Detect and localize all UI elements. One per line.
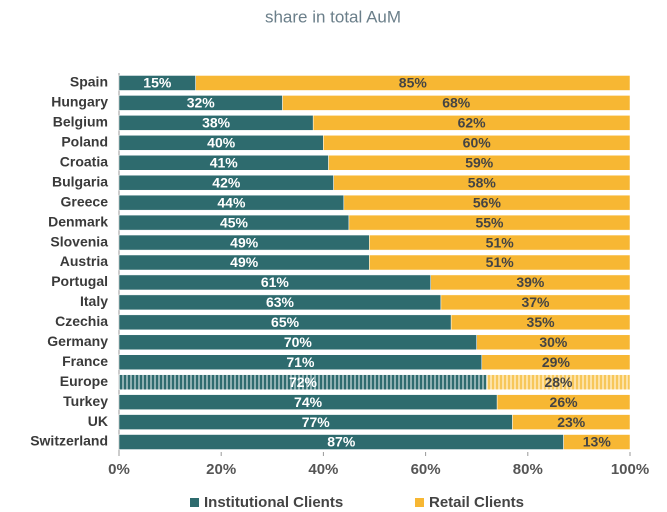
value-label: 74% xyxy=(294,394,323,410)
bar-segment xyxy=(323,135,631,151)
legend-label: Institutional Clients xyxy=(204,494,343,511)
x-tick-label: 60% xyxy=(411,461,441,478)
bar-segment xyxy=(481,354,631,370)
value-label: 42% xyxy=(212,174,241,190)
category-label: Denmark xyxy=(48,213,108,229)
category-label: Europe xyxy=(60,373,108,389)
value-label: 85% xyxy=(399,75,428,91)
bar-segment xyxy=(348,214,631,231)
value-label: 26% xyxy=(550,394,579,410)
value-label: 23% xyxy=(557,414,586,430)
legend-label: Retail Clients xyxy=(429,494,524,511)
bar-segment xyxy=(496,394,631,410)
value-label: 30% xyxy=(539,334,568,350)
category-label: Austria xyxy=(60,253,108,269)
chart-title: share in total AuM xyxy=(265,7,401,26)
value-label: 63% xyxy=(266,294,295,310)
category-label: Croatia xyxy=(60,153,108,169)
bar-segment xyxy=(486,374,631,390)
value-label: 60% xyxy=(463,135,492,151)
value-label: 56% xyxy=(473,194,502,210)
category-label: Bulgaria xyxy=(52,173,108,189)
value-label: 77% xyxy=(302,414,331,430)
category-label: Hungary xyxy=(51,94,108,110)
bar-segment xyxy=(563,434,631,450)
value-label: 87% xyxy=(327,434,356,450)
value-label: 55% xyxy=(475,214,504,230)
value-label: 51% xyxy=(486,254,515,270)
value-label: 68% xyxy=(442,95,471,111)
value-label: 39% xyxy=(516,274,545,290)
category-label: Italy xyxy=(80,293,108,309)
category-label: Germany xyxy=(47,333,108,349)
category-label: Turkey xyxy=(63,393,108,409)
value-label: 65% xyxy=(271,314,300,330)
bar-segment xyxy=(195,75,631,91)
category-label: Portugal xyxy=(51,273,108,289)
value-label: 32% xyxy=(187,95,216,111)
legend-swatch xyxy=(190,498,199,507)
bar-segment xyxy=(282,95,631,111)
bar-segment xyxy=(343,194,631,211)
bar-segment xyxy=(476,334,631,351)
value-label: 40% xyxy=(207,135,236,151)
value-label: 59% xyxy=(465,154,494,170)
bar-segment xyxy=(512,414,631,430)
value-label: 49% xyxy=(230,254,259,270)
value-label: 58% xyxy=(468,174,497,190)
category-label: Belgium xyxy=(53,114,108,130)
value-label: 41% xyxy=(210,154,239,170)
bar-segment xyxy=(430,274,631,291)
x-tick-label: 40% xyxy=(308,461,338,478)
value-label: 13% xyxy=(583,434,612,450)
value-label: 71% xyxy=(286,354,315,370)
bar-segment xyxy=(328,155,631,171)
bar-segment xyxy=(312,115,631,131)
value-label: 45% xyxy=(220,214,249,230)
category-label: France xyxy=(62,353,108,369)
value-label: 29% xyxy=(542,354,571,370)
category-label: Spain xyxy=(70,74,108,90)
value-label: 15% xyxy=(143,75,172,91)
bar-segment xyxy=(450,314,631,331)
value-label: 28% xyxy=(544,374,573,390)
category-label: UK xyxy=(88,413,108,429)
value-label: 70% xyxy=(284,334,313,350)
value-label: 37% xyxy=(521,294,550,310)
x-tick-label: 20% xyxy=(206,461,236,478)
category-label: Czechia xyxy=(55,313,108,329)
bar-segment xyxy=(369,254,631,271)
category-label: Slovenia xyxy=(50,233,108,249)
category-label: Greece xyxy=(61,193,109,209)
value-label: 72% xyxy=(289,374,318,390)
value-label: 62% xyxy=(458,115,487,131)
value-label: 51% xyxy=(486,234,515,250)
legend-swatch xyxy=(415,498,424,507)
value-label: 44% xyxy=(217,194,246,210)
x-tick-label: 100% xyxy=(611,461,649,478)
value-label: 61% xyxy=(261,274,290,290)
x-tick-label: 80% xyxy=(513,461,543,478)
value-label: 38% xyxy=(202,115,231,131)
bar-segment xyxy=(369,234,631,251)
category-label: Poland xyxy=(61,134,108,150)
x-tick-label: 0% xyxy=(108,461,130,478)
value-label: 35% xyxy=(527,314,556,330)
bar-segment xyxy=(333,174,631,191)
value-label: 49% xyxy=(230,234,259,250)
bar-segment xyxy=(440,294,631,311)
category-label: Switzerland xyxy=(30,433,108,449)
